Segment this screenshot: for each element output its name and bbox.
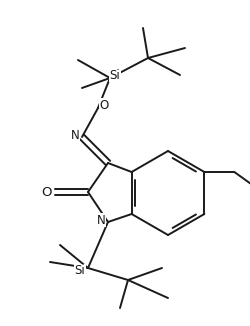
- Text: Si: Si: [74, 264, 85, 277]
- Text: N: N: [96, 214, 105, 227]
- Text: O: O: [42, 185, 52, 199]
- Text: Si: Si: [109, 68, 120, 82]
- Text: N: N: [70, 128, 79, 141]
- Text: O: O: [99, 98, 108, 111]
